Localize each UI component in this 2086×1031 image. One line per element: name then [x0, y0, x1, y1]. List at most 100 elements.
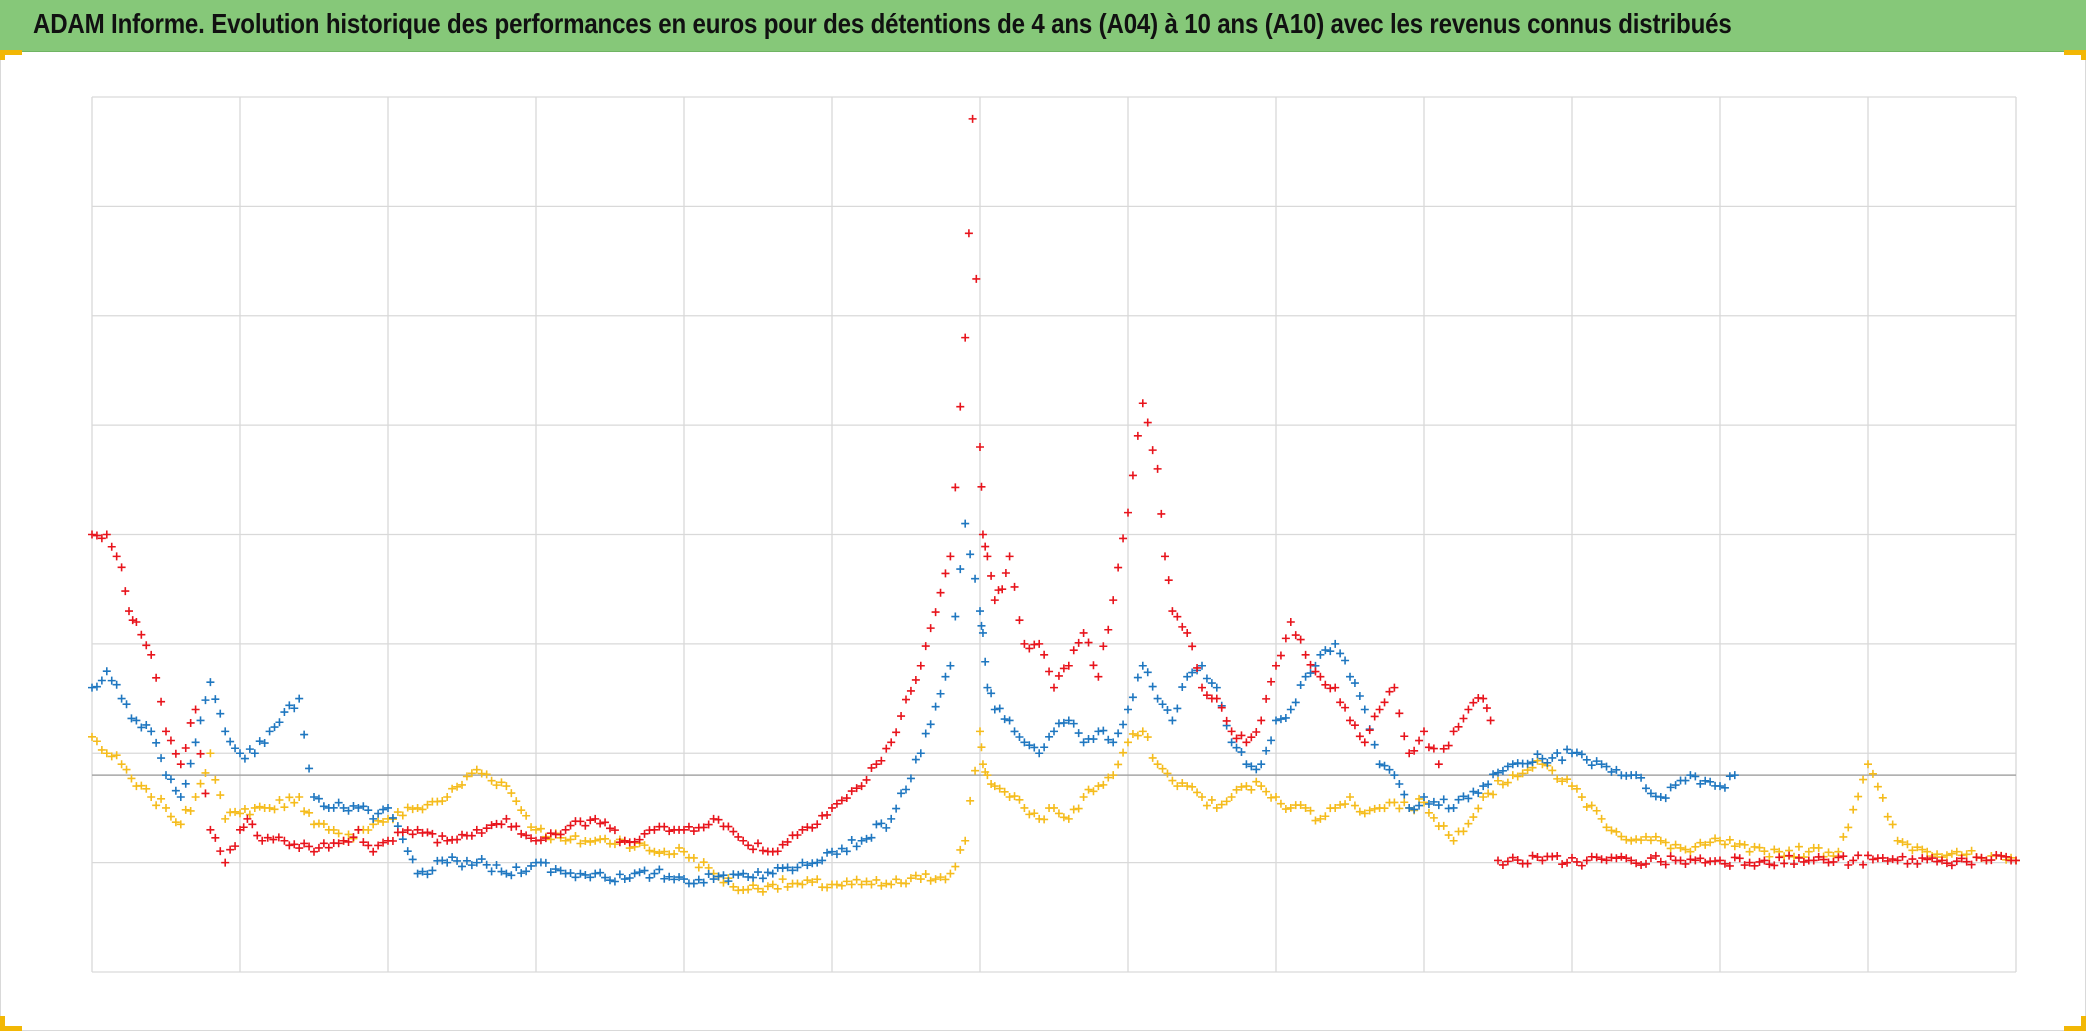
- series-marker: [1666, 852, 1675, 861]
- series-marker: [1104, 773, 1113, 782]
- series-marker: [1281, 634, 1290, 643]
- series-marker: [689, 879, 698, 888]
- series-marker: [1602, 823, 1611, 832]
- series-marker: [606, 824, 614, 833]
- series-marker: [107, 542, 116, 551]
- data-point: [191, 705, 200, 714]
- series-marker: [196, 716, 205, 725]
- series-marker: [1296, 635, 1305, 644]
- series-marker: [1548, 766, 1557, 775]
- series-marker: [773, 847, 782, 856]
- series-marker: [987, 571, 996, 580]
- series-marker: [260, 803, 269, 812]
- series-marker: [1770, 861, 1779, 870]
- series-marker: [734, 870, 743, 879]
- series-marker: [1859, 775, 1868, 784]
- series-marker: [142, 720, 151, 729]
- series-marker: [783, 863, 792, 872]
- series-marker: [334, 839, 343, 848]
- series-marker: [171, 786, 180, 795]
- series-marker: [1119, 534, 1128, 543]
- series-marker: [1454, 722, 1463, 731]
- data-point: [1257, 760, 1266, 769]
- series-marker: [1040, 815, 1049, 824]
- series-marker: [1444, 831, 1453, 840]
- series-marker: [931, 875, 940, 884]
- series-marker: [1577, 750, 1586, 759]
- series-marker: [897, 712, 906, 721]
- chart-title: ADAM Informe. Evolution historique des p…: [33, 8, 1732, 39]
- data-point: [591, 836, 600, 845]
- series-marker: [137, 630, 146, 639]
- series-marker: [1469, 813, 1478, 822]
- data-point: [983, 683, 992, 692]
- series-marker: [1119, 748, 1128, 757]
- series-marker: [1429, 744, 1438, 753]
- series-marker: [576, 869, 585, 878]
- series-marker: [1568, 853, 1576, 862]
- series-marker: [902, 695, 910, 704]
- series-marker: [1602, 762, 1611, 771]
- series-marker: [847, 880, 856, 889]
- data-point: [176, 820, 185, 829]
- series-marker: [1114, 729, 1123, 738]
- series-marker: [1765, 860, 1774, 869]
- series-marker: [1341, 656, 1350, 665]
- series-marker: [972, 274, 981, 283]
- series-marker: [1735, 854, 1744, 863]
- data-point: [339, 836, 348, 845]
- data-point: [1005, 552, 1014, 561]
- series-marker: [936, 588, 945, 597]
- series-marker: [1642, 784, 1650, 793]
- series-marker: [897, 789, 906, 798]
- series-marker: [1967, 860, 1976, 869]
- data-point: [236, 749, 244, 758]
- series-marker: [1291, 698, 1300, 707]
- series-marker: [522, 811, 531, 820]
- series-marker: [1612, 765, 1621, 774]
- series-marker: [1444, 741, 1453, 750]
- data-point: [768, 869, 777, 878]
- series-marker: [1642, 832, 1650, 841]
- series-marker: [1164, 576, 1173, 585]
- series-marker: [1607, 826, 1616, 835]
- data-point: [532, 825, 540, 834]
- series-marker: [1380, 761, 1389, 770]
- series-marker: [196, 749, 205, 758]
- series-marker: [231, 807, 240, 816]
- series-marker: [1385, 798, 1394, 807]
- series-marker: [1883, 812, 1892, 821]
- series-marker: [1252, 777, 1261, 786]
- data-point: [1316, 650, 1325, 659]
- series-marker: [240, 804, 249, 813]
- series-marker: [329, 825, 338, 834]
- data-point: [561, 836, 570, 845]
- data-point: [236, 809, 244, 818]
- series-marker: [487, 776, 496, 785]
- series-marker: [216, 791, 225, 800]
- series-marker: [1691, 842, 1700, 851]
- series-marker: [1632, 859, 1641, 868]
- series-marker: [778, 840, 787, 849]
- series-marker: [1247, 762, 1256, 771]
- series-marker: [403, 847, 412, 856]
- series-marker: [216, 709, 225, 718]
- data-point: [1716, 836, 1724, 845]
- series-marker: [1785, 851, 1794, 860]
- series-marker: [245, 810, 254, 819]
- series-marker: [1681, 859, 1690, 868]
- series-marker: [1967, 846, 1976, 855]
- series-marker: [305, 842, 314, 851]
- series-marker: [847, 835, 856, 844]
- series-marker: [1444, 804, 1453, 813]
- series-marker: [196, 779, 205, 788]
- series-marker: [1217, 800, 1226, 809]
- series-marker: [1054, 809, 1063, 818]
- series-marker: [714, 872, 723, 881]
- series-marker: [1128, 693, 1137, 702]
- data-point: [1064, 661, 1073, 670]
- series-marker: [847, 787, 856, 796]
- series-marker: [92, 531, 101, 540]
- series-marker: [926, 876, 935, 885]
- data-point: [413, 803, 422, 812]
